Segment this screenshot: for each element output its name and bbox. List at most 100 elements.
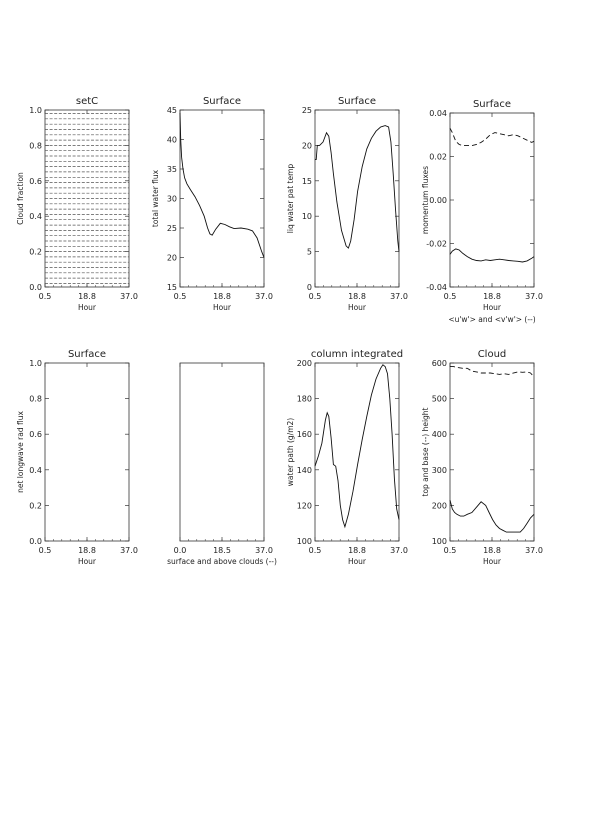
series-line-1: [449, 499, 535, 533]
y-tick-label: 0.0: [29, 283, 42, 292]
x-tick-label: 37.0: [390, 292, 408, 301]
x-tick-label: 37.0: [390, 546, 408, 555]
x-tick-label: 0.0: [174, 546, 187, 555]
plot-frame-4: [449, 112, 535, 288]
x-tick-label: 0.5: [39, 292, 52, 301]
x-tick-label: 37.0: [525, 292, 543, 301]
y-tick-label: 0.8: [29, 395, 42, 404]
x-axis-label: Hour: [78, 303, 97, 312]
y-tick-label: 0.04: [429, 109, 447, 118]
y-tick-label: 0.8: [29, 141, 42, 150]
x-tick-label: 37.0: [120, 546, 138, 555]
y-tick-label: 0.02: [429, 153, 447, 162]
plot-frame-6: [179, 362, 265, 542]
y-tick-label: 1.0: [29, 106, 42, 115]
y-tick-label: 20: [302, 141, 312, 150]
y-tick-label: 500: [432, 395, 447, 404]
y-tick-label: 35: [167, 165, 177, 174]
y-tick-label: 30: [167, 195, 177, 204]
y-tick-label: 400: [432, 430, 447, 439]
y-tick-label: -0.04: [426, 283, 447, 292]
plot-frame-5: [44, 362, 130, 542]
chart-title: column integrated: [311, 349, 403, 360]
y-tick-label: 120: [297, 501, 312, 510]
y-axis-label: momentum fluxes: [421, 166, 430, 234]
x-tick-label: 37.0: [120, 292, 138, 301]
x-tick-label: 37.0: [255, 292, 273, 301]
x-tick-label: 0.5: [444, 292, 457, 301]
y-tick-label: 25: [167, 224, 177, 233]
y-tick-label: 0.4: [29, 212, 42, 221]
y-tick-label: 20: [167, 254, 177, 263]
x-axis-label: Hour: [348, 557, 367, 566]
x-tick-label: 18.8: [348, 292, 366, 301]
series-line-2: [450, 366, 535, 378]
series-line-1: [449, 248, 535, 263]
x-tick-label: 18.5: [213, 546, 231, 555]
x-tick-label: 18.8: [348, 546, 366, 555]
y-tick-label: 0.4: [29, 466, 42, 475]
x-tick-label: 0.5: [39, 546, 52, 555]
chart-title: Surface: [473, 99, 511, 110]
series-line-2: [449, 127, 535, 147]
x-tick-label: 18.8: [483, 546, 501, 555]
x-tick-label: 18.8: [483, 292, 501, 301]
y-tick-label: 5: [307, 248, 312, 257]
y-axis-label: total water flux: [151, 169, 160, 227]
x-axis-label: Hour: [483, 303, 502, 312]
plot-frame-8: [449, 362, 535, 542]
y-tick-label: 15: [167, 283, 177, 292]
plot-frame-7: [314, 362, 400, 542]
y-tick-label: 1.0: [29, 359, 42, 368]
x-axis-label: Hour: [213, 303, 232, 312]
chart-title: Surface: [68, 349, 106, 360]
y-tick-label: 0.6: [29, 177, 42, 186]
x-tick-label: 18.8: [78, 292, 96, 301]
x-axis-label: Hour: [348, 303, 367, 312]
y-tick-label: 0.2: [29, 501, 42, 510]
x-tick-label: 37.0: [525, 546, 543, 555]
y-tick-label: 15: [302, 177, 312, 186]
y-tick-label: 300: [432, 466, 447, 475]
y-axis-label: top and base (--) height: [421, 407, 430, 496]
y-tick-label: 45: [167, 106, 177, 115]
y-tick-label: 0.2: [29, 248, 42, 257]
chart-title: Surface: [338, 96, 376, 107]
y-axis-label: net longwave rad flux: [16, 411, 25, 493]
x-tick-label: 0.5: [309, 546, 322, 555]
y-tick-label: 160: [297, 430, 312, 439]
y-tick-label: 100: [432, 537, 447, 546]
x-tick-label: 0.5: [309, 292, 322, 301]
y-tick-label: 0.6: [29, 430, 42, 439]
y-tick-label: 40: [167, 136, 177, 145]
y-axis-label: water path (g/m2): [286, 418, 295, 486]
x-tick-label: 37.0: [255, 546, 273, 555]
series-line-1: [315, 125, 400, 252]
y-tick-label: 0.0: [29, 537, 42, 546]
chart-caption: <u'w'> and <v'w'> (--): [448, 315, 535, 324]
y-tick-label: 0: [307, 283, 312, 292]
x-axis-label: surface and above clouds (--): [167, 557, 277, 566]
y-axis-label: liq water pat temp: [286, 164, 295, 234]
chart-title: setC: [76, 96, 98, 107]
x-tick-label: 0.5: [174, 292, 187, 301]
x-tick-label: 0.5: [444, 546, 457, 555]
series-line-1: [179, 112, 265, 258]
y-tick-label: 180: [297, 395, 312, 404]
y-tick-label: 200: [432, 501, 447, 510]
y-tick-label: 140: [297, 466, 312, 475]
x-axis-label: Hour: [78, 557, 97, 566]
y-tick-label: -0.02: [426, 240, 447, 249]
x-tick-label: 18.8: [213, 292, 231, 301]
x-axis-label: Hour: [483, 557, 502, 566]
y-tick-label: 0.00: [429, 196, 447, 205]
x-tick-label: 18.8: [78, 546, 96, 555]
y-axis-label: Cloud fraction: [16, 172, 25, 225]
y-tick-label: 600: [432, 359, 447, 368]
y-tick-label: 100: [297, 537, 312, 546]
chart-title: Surface: [203, 96, 241, 107]
y-tick-label: 200: [297, 359, 312, 368]
y-tick-label: 10: [302, 212, 312, 221]
y-tick-label: 25: [302, 106, 312, 115]
